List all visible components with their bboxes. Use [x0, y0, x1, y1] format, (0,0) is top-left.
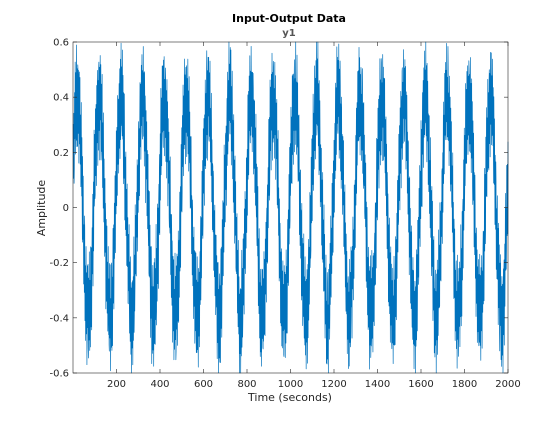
chart-subtitle: y1	[282, 28, 296, 39]
y-tick-label: 0	[63, 203, 69, 214]
x-tick-label: 1400	[365, 379, 390, 390]
x-tick-label: 1200	[321, 379, 346, 390]
x-axis-label: Time (seconds)	[247, 391, 332, 404]
x-axis: 200 400 600 800 1000 1200 1400 1600 1800 2000	[107, 42, 521, 390]
y-axis-label: Amplitude	[35, 180, 48, 237]
x-tick-label: 800	[237, 379, 256, 390]
y-tick-label: -0.4	[49, 313, 69, 324]
y-tick-label: 0.2	[53, 148, 69, 159]
x-tick-label: 200	[107, 379, 126, 390]
y-axis: -0.6 -0.4 -0.2 0 0.2 0.4 0.6	[49, 38, 508, 380]
y-tick-label: 0.4	[53, 93, 69, 104]
x-tick-label: 2000	[495, 379, 520, 390]
x-tick-label: 600	[194, 379, 213, 390]
chart-title: Input-Output Data	[232, 12, 346, 25]
y-tick-label: -0.6	[49, 369, 69, 380]
x-tick-label: 1600	[408, 379, 433, 390]
series-line-y1	[72, 41, 509, 374]
y-tick-label: -0.2	[49, 258, 69, 269]
x-tick-label: 1000	[278, 379, 303, 390]
x-tick-label: 400	[150, 379, 169, 390]
x-tick-label: 1800	[452, 379, 477, 390]
y-tick-label: 0.6	[53, 38, 69, 49]
